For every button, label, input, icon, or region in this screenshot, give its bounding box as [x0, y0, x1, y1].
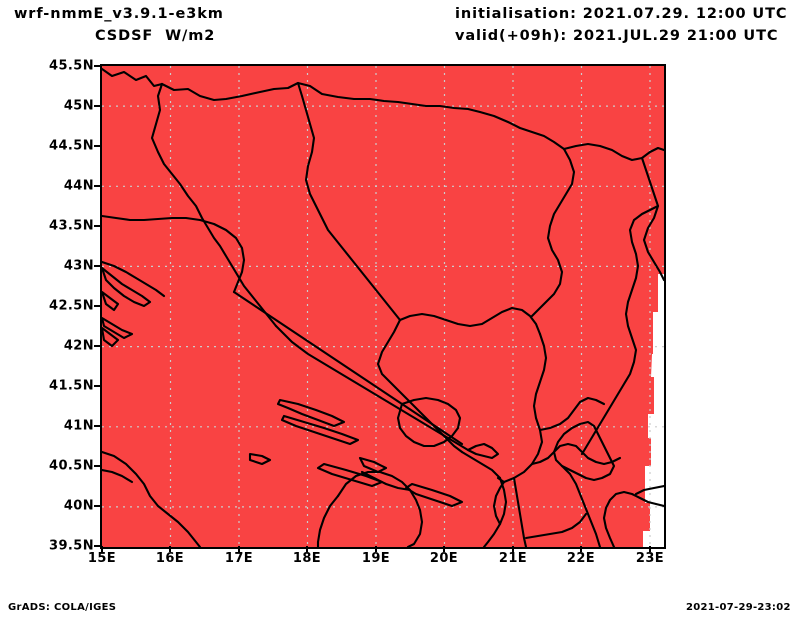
x-tick-mark	[375, 546, 377, 552]
y-tick-mark	[94, 345, 100, 347]
x-tick-mark	[512, 546, 514, 552]
y-tick-mark	[94, 265, 100, 267]
x-tick-label: 16E	[155, 551, 185, 566]
y-tick-label: 42N	[63, 338, 94, 354]
render-timestamp-label: 2021-07-29-23:02	[686, 602, 791, 613]
y-tick-label: 40N	[63, 498, 94, 514]
field-raster	[102, 66, 664, 547]
y-tick-label: 45N	[63, 98, 94, 114]
y-tick-label: 42.5N	[49, 298, 94, 314]
y-tick-mark	[94, 225, 100, 227]
x-tick-label: 18E	[292, 551, 322, 566]
x-tick-label: 20E	[429, 551, 459, 566]
x-tick-mark	[306, 546, 308, 552]
y-tick-label: 41.5N	[49, 378, 94, 394]
x-tick-label: 21E	[498, 551, 528, 566]
y-tick-label: 44N	[63, 178, 94, 194]
initialisation-time-label: initialisation: 2021.07.29. 12:00 UTC	[455, 6, 788, 22]
y-tick-mark	[94, 465, 100, 467]
x-tick-mark	[580, 546, 582, 552]
x-tick-label: 22E	[566, 551, 596, 566]
chart-header: wrf-nmmE_v3.9.1-e3km CSDSF W/m2 initiali…	[0, 0, 800, 54]
y-tick-mark	[94, 545, 100, 547]
x-tick-label: 23E	[635, 551, 665, 566]
y-tick-mark	[94, 505, 100, 507]
map-plot-area	[100, 64, 666, 549]
y-tick-mark	[94, 105, 100, 107]
valid-time-label: valid(+09h): 2021.JUL.29 21:00 UTC	[455, 28, 779, 44]
y-tick-mark	[94, 65, 100, 67]
model-name-label: wrf-nmmE_v3.9.1-e3km	[14, 6, 224, 22]
x-tick-mark	[649, 546, 651, 552]
y-tick-label: 45.5N	[49, 58, 94, 74]
y-tick-label: 44.5N	[49, 138, 94, 154]
y-tick-mark	[94, 425, 100, 427]
x-tick-mark	[169, 546, 171, 552]
x-tick-mark	[238, 546, 240, 552]
x-tick-label: 17E	[224, 551, 254, 566]
y-tick-mark	[94, 385, 100, 387]
y-tick-label: 43N	[63, 258, 94, 274]
y-tick-label: 39.5N	[49, 538, 94, 554]
x-tick-label: 19E	[361, 551, 391, 566]
y-tick-label: 40.5N	[49, 458, 94, 474]
x-tick-mark	[443, 546, 445, 552]
grads-credit-label: GrADS: COLA/IGES	[8, 602, 117, 613]
x-tick-label: 15E	[87, 551, 117, 566]
y-tick-mark	[94, 145, 100, 147]
y-tick-label: 43.5N	[49, 218, 94, 234]
y-tick-mark	[94, 185, 100, 187]
variable-name-label: CSDSF W/m2	[95, 28, 216, 44]
y-tick-mark	[94, 305, 100, 307]
y-tick-label: 41N	[63, 418, 94, 434]
x-tick-mark	[101, 546, 103, 552]
